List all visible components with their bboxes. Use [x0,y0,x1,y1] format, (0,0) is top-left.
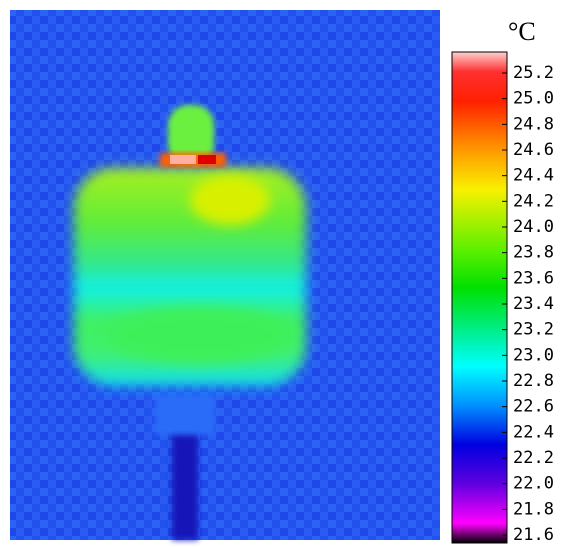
tick-label: 24.6 [513,140,554,160]
colorbar-ticks: 25.2 25.0 24.8 24.6 24.4 24.2 24.0 23.8 23.6 23.4… [502,63,554,545]
tick-label: 22.4 [513,422,554,442]
colorbar [451,51,508,544]
tick-label: 21.6 [513,525,554,545]
tick-label: 23.6 [513,268,554,288]
tick-label: 25.2 [513,63,554,83]
tick-label: 24.8 [513,114,554,134]
tick-label: 22.6 [513,397,554,417]
tick-label: 22.0 [513,474,554,494]
tick-label: 24.4 [513,166,554,186]
tick-label: 24.2 [513,191,554,211]
tick-label: 21.8 [513,499,554,519]
tick-label: 23.0 [513,345,554,365]
tick-label: 23.4 [513,294,554,314]
colorbar-unit: °C [508,17,536,46]
tick-label: 22.2 [513,448,554,468]
tick-label: 23.2 [513,320,554,340]
thermal-image [10,10,440,540]
tick-label: 23.8 [513,243,554,263]
tick-label: 22.8 [513,371,554,391]
tick-label: 24.0 [513,217,554,237]
tick-label: 25.0 [513,89,554,109]
